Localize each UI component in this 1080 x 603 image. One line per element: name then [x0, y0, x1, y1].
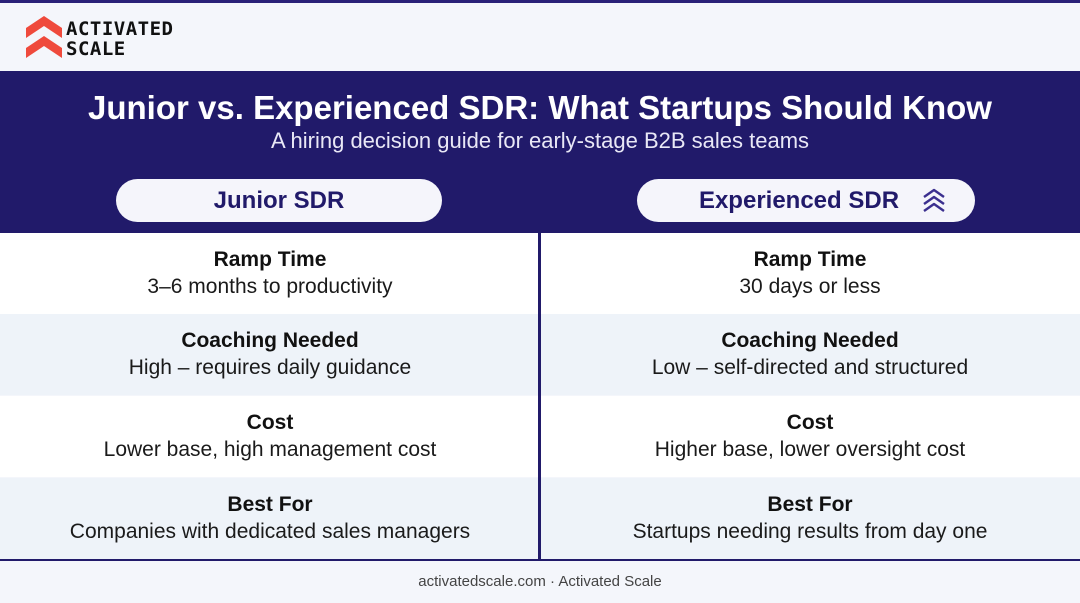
experienced-value: Higher base, lower oversight cost: [654, 438, 966, 461]
row-title: Ramp Time: [213, 248, 327, 271]
junior-value: 3–6 months to productivity: [147, 275, 393, 298]
column-header-junior-label: Junior SDR: [213, 187, 345, 214]
table-bottom-rule: [0, 559, 1080, 561]
row-title: Cost: [786, 411, 834, 434]
footer: activatedscale.com · Activated Scale: [0, 561, 1080, 603]
experienced-cell: Best For Startups needing results from d…: [540, 478, 1080, 559]
header-banner: Junior vs. Experienced SDR: What Startup…: [0, 71, 1080, 233]
column-header-experienced-label: Experienced SDR: [698, 187, 900, 214]
row-title: Ramp Time: [753, 248, 867, 271]
junior-cell: Ramp Time 3–6 months to productivity: [0, 233, 540, 314]
brand-line-1: ACTIVATED: [66, 18, 174, 40]
row-title: Cost: [246, 411, 294, 434]
brand-name: ACTIVATED SCALE: [66, 19, 173, 59]
logo-bar: ACTIVATED SCALE: [0, 3, 1080, 71]
experienced-value: Startups needing results from day one: [632, 520, 988, 543]
experienced-cell: Ramp Time 30 days or less: [540, 233, 1080, 314]
chevrons-up-icon: [923, 188, 945, 212]
junior-value: High – requires daily guidance: [128, 356, 412, 379]
stacked-chevrons-icon: [26, 16, 62, 58]
junior-value: Lower base, high management cost: [103, 438, 437, 461]
comparison-table: Ramp Time 3–6 months to productivity Ram…: [0, 233, 1080, 560]
top-accent-line: [0, 0, 1080, 3]
page-title: Junior vs. Experienced SDR: What Startup…: [88, 89, 992, 126]
footer-text: activatedscale.com · Activated Scale: [418, 573, 662, 590]
junior-cell: Coaching Needed High – requires daily gu…: [0, 314, 540, 395]
brand-line-2: SCALE: [66, 38, 126, 60]
experienced-value: Low – self-directed and structured: [651, 356, 969, 379]
row-title: Best For: [227, 493, 313, 516]
row-title: Coaching Needed: [181, 329, 359, 352]
junior-cell: Best For Companies with dedicated sales …: [0, 478, 540, 559]
experienced-cell: Coaching Needed Low – self-directed and …: [540, 314, 1080, 395]
column-header-experienced: Experienced SDR: [637, 179, 975, 222]
experienced-value: 30 days or less: [739, 275, 881, 298]
junior-cell: Cost Lower base, high management cost: [0, 396, 540, 477]
row-title: Best For: [767, 493, 853, 516]
junior-value: Companies with dedicated sales managers: [69, 520, 471, 543]
row-title: Coaching Needed: [721, 329, 899, 352]
column-divider: [538, 233, 541, 560]
experienced-cell: Cost Higher base, lower oversight cost: [540, 396, 1080, 477]
page-subtitle: A hiring decision guide for early-stage …: [270, 128, 810, 153]
column-header-junior: Junior SDR: [116, 179, 442, 222]
